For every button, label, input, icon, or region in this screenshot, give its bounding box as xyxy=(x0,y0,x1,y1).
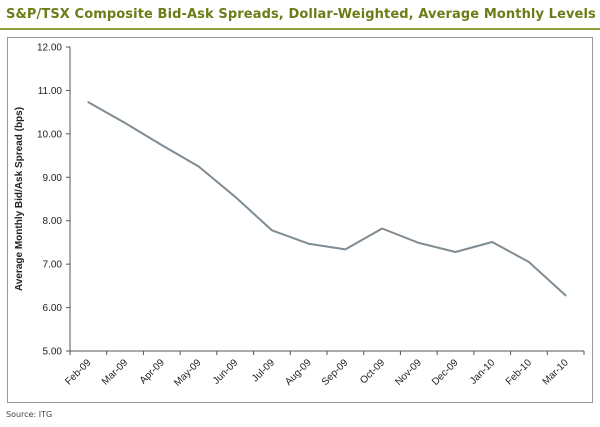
y-tick-label: 5.00 xyxy=(43,347,63,358)
x-tick-label: Jun-09 xyxy=(211,357,241,387)
y-tick-label: 12.00 xyxy=(37,43,62,54)
x-tick-label: Sep-09 xyxy=(320,357,351,388)
y-tick-label: 8.00 xyxy=(43,216,63,227)
x-tick-label: Dec-09 xyxy=(430,357,461,388)
title-bar: S&P/TSX Composite Bid-Ask Spreads, Dolla… xyxy=(0,0,600,30)
x-tick-label: May-09 xyxy=(172,357,204,389)
x-tick-label: Jan-10 xyxy=(468,357,498,387)
x-tick-label: Mar-09 xyxy=(100,357,130,387)
y-tick-label: 9.00 xyxy=(43,173,63,184)
y-tick-label: 6.00 xyxy=(43,303,63,314)
series-line xyxy=(87,101,567,297)
y-tick-label: 11.00 xyxy=(38,86,63,97)
source-note: Source: ITG xyxy=(6,410,53,419)
chart-title: S&P/TSX Composite Bid-Ask Spreads, Dolla… xyxy=(6,7,596,22)
x-tick-label: Nov-09 xyxy=(393,357,424,388)
x-tick-label: Feb-10 xyxy=(504,357,534,387)
x-tick-label: Feb-09 xyxy=(63,357,93,387)
plot-area-border xyxy=(7,37,593,403)
x-tick-label: Apr-09 xyxy=(138,357,167,386)
y-tick-label: 10.00 xyxy=(37,129,62,140)
y-tick-label: 7.00 xyxy=(43,260,63,271)
y-axis-label: Average Monthly Bid/Ask Spread (bps) xyxy=(14,107,25,291)
x-tick-label: Aug-09 xyxy=(283,357,314,388)
x-tick-label: Jul-09 xyxy=(250,357,277,384)
x-tick-label: Mar-10 xyxy=(541,357,571,387)
x-tick-label: Oct-09 xyxy=(358,357,387,386)
